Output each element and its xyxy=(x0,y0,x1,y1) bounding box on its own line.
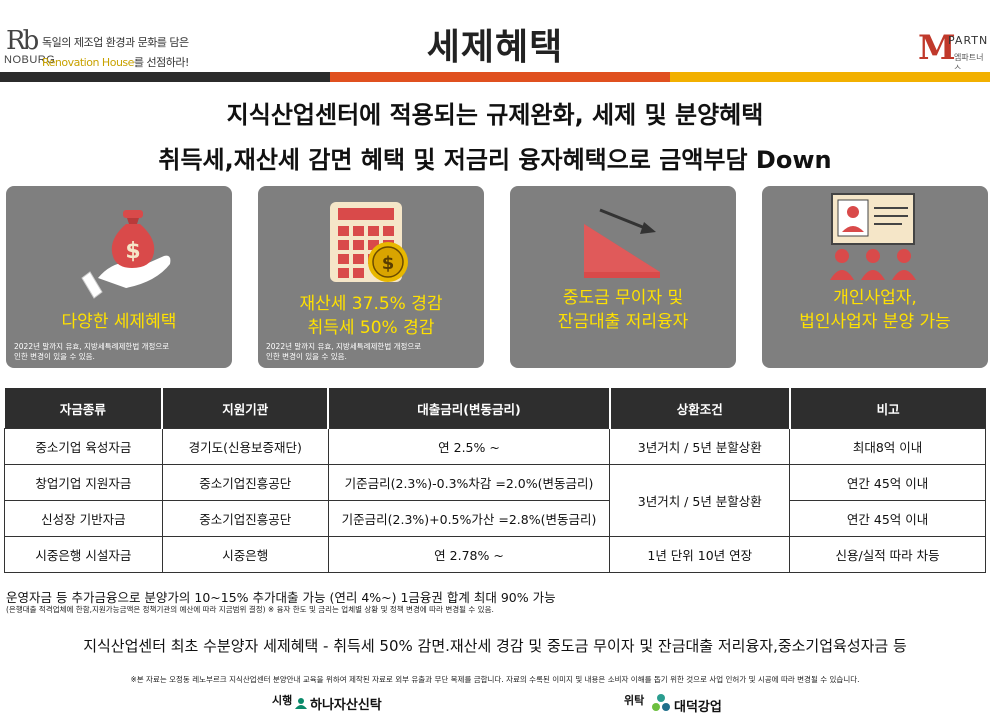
cell-agency: 중소기업진흥공단 xyxy=(161,500,329,537)
disclaimer: ※본 자료는 오정동 레노부르크 지식산업센터 분양안내 교육을 위하여 제작된… xyxy=(130,675,860,684)
card-3-title: 중도금 무이자 및 잔금대출 저리융자 xyxy=(510,286,736,334)
table-row: 시중은행 시설자금 시중은행 연 2.78% ~ 1년 단위 10년 연장 신용… xyxy=(4,536,986,573)
card-4-title-line-2: 법인사업자 분양 가능 xyxy=(799,312,951,332)
color-bar-dark xyxy=(0,72,330,82)
tagline-1: 독일의 제조업 환경과 문화를 담은 xyxy=(42,36,189,49)
presentation-audience-icon xyxy=(830,193,916,280)
cell-fund-type: 시중은행 시설자금 xyxy=(4,536,163,573)
m-partners-logo: M PARTN 엠파트너스 xyxy=(916,30,990,70)
tagline-brand: Renovation House xyxy=(42,56,134,69)
card-2-note-line-1: 2022년 말까지 유효, 지방세특례제한법 개정으로 xyxy=(266,342,422,351)
cell-fund-type: 창업기업 지원자금 xyxy=(4,464,163,501)
table-row: 중소기업 육성자금 경기도(신용보증재단) 연 2.5% ~ 3년거치 / 5년… xyxy=(4,428,986,465)
card-2-title-line-1: 재산세 37.5% 경감 xyxy=(299,294,443,314)
headline-line-1: 지식산업센터에 적용되는 규제완화, 세제 및 분양혜택 xyxy=(226,101,764,129)
footnote-1: 운영자금 등 추가금융으로 분양가의 10~15% 추가대출 가능 (연리 4%… xyxy=(6,590,556,605)
declining-chart-icon xyxy=(584,208,660,278)
logo-left-mark: Rb xyxy=(6,26,39,56)
benefit-card-property-tax: $ 재산세 37.5% 경감 취득세 50% 경감 2022년 말까지 유효, … xyxy=(258,186,484,368)
cell-rate: 기준금리(2.3%)-0.3%차감 =2.0%(변동금리) xyxy=(327,464,611,501)
logo-right-sub: 엠파트너스 xyxy=(954,53,984,70)
cell-repayment: 3년거치 / 5년 분할상환 xyxy=(609,428,791,465)
cell-fund-type: 중소기업 육성자금 xyxy=(4,428,163,465)
cell-rate: 기준금리(2.3%)+0.5%가산 =2.8%(변동금리) xyxy=(327,500,611,537)
header-note: 비고 xyxy=(789,388,986,429)
logo-right-name: PARTN xyxy=(948,34,989,47)
cell-fund-type: 신성장 기반자금 xyxy=(4,500,163,537)
footnote-2: (은행대출 적격업체에 한함,지원가능금액은 정책기관의 예산에 따라 지금범위… xyxy=(6,605,494,614)
header-agency: 지원기관 xyxy=(162,388,330,429)
cell-repayment: 3년거치 / 5년 분할상환 xyxy=(609,464,791,537)
cell-agency: 시중은행 xyxy=(161,536,329,573)
cell-note: 연간 45억 이내 xyxy=(789,464,986,501)
loan-table: 자금종류 지원기관 대출금리(변동금리) 상환조건 비고 중소기업 육성자금 경… xyxy=(4,388,986,573)
consign-label: 위탁 xyxy=(624,694,645,707)
cell-repayment: 1년 단위 10년 연장 xyxy=(609,536,791,573)
benefit-card-interest: 중도금 무이자 및 잔금대출 저리융자 xyxy=(510,186,736,368)
svg-text:$: $ xyxy=(125,239,140,264)
logo-left-name: NOBURG xyxy=(4,54,56,66)
cell-rate: 연 2.78% ~ xyxy=(327,536,611,573)
card-2-title-line-2: 취득세 50% 경감 xyxy=(307,318,435,338)
svg-text:$: $ xyxy=(382,253,395,274)
card-2-note: 2022년 말까지 유효, 지방세특례제한법 개정으로 인한 변경이 있을 수 … xyxy=(266,342,421,362)
daedeok-logo-icon xyxy=(652,694,670,711)
cell-note: 신용/실적 따라 차등 xyxy=(789,536,986,573)
card-1-note-line-2: 인한 변경이 있을 수 있음. xyxy=(14,352,95,361)
page-header: Rb NOBURG 독일의 제조업 환경과 문화를 담은 Renovation … xyxy=(0,0,990,72)
developer-name: 하나자산신탁 xyxy=(310,698,382,713)
cell-rate: 연 2.5% ~ xyxy=(327,428,611,465)
tagline-2: Renovation House를 선점하라! xyxy=(42,54,189,70)
cell-agency: 중소기업진흥공단 xyxy=(161,464,329,501)
header-rate: 대출금리(변동금리) xyxy=(328,388,611,429)
card-4-title-line-1: 개인사업자, xyxy=(833,288,917,308)
hana-logo-icon xyxy=(295,698,307,709)
card-2-note-line-2: 인한 변경이 있을 수 있음. xyxy=(266,352,347,361)
tagline-rest: 를 선점하라! xyxy=(133,56,190,69)
benefit-card-business: 개인사업자, 법인사업자 분양 가능 xyxy=(762,186,988,368)
color-bar-yellow xyxy=(670,72,990,82)
header-repayment: 상환조건 xyxy=(609,388,791,429)
cell-note: 연간 45억 이내 xyxy=(789,500,986,537)
consign-name: 대덕강업 xyxy=(674,700,722,715)
benefit-card-tax: $ 다양한 세제혜택 2022년 말까지 유효, 지방세특례제한법 개정으로 인… xyxy=(6,186,232,368)
cell-note: 최대8억 이내 xyxy=(789,428,986,465)
logo-right-mark: M xyxy=(918,30,956,68)
summary-text: 지식산업센터 최초 수분양자 세제혜택 - 취득세 50% 감면.재산세 경감 … xyxy=(83,637,907,655)
card-3-title-line-1: 중도금 무이자 및 xyxy=(562,288,684,308)
cell-agency: 경기도(신용보증재단) xyxy=(161,428,329,465)
headline-line-2: 취득세,재산세 감면 혜택 및 저금리 융자혜택으로 금액부담 Down xyxy=(158,146,832,174)
color-bar-orange xyxy=(330,72,670,82)
table-row: 신성장 기반자금 중소기업진흥공단 기준금리(2.3%)+0.5%가산 =2.8… xyxy=(4,500,986,537)
developer-label: 시행 xyxy=(272,694,293,707)
table-row: 창업기업 지원자금 중소기업진흥공단 기준금리(2.3%)-0.3%차감 =2.… xyxy=(4,464,986,537)
page-title: 세제혜택 xyxy=(426,27,564,68)
header-fund-type: 자금종류 xyxy=(4,388,164,429)
calculator-coin-icon: $ xyxy=(330,202,408,282)
card-2-title: 재산세 37.5% 경감 취득세 50% 경감 xyxy=(258,292,484,340)
card-3-title-line-2: 잔금대출 저리융자 xyxy=(557,312,689,332)
card-1-note: 2022년 말까지 유효, 지방세특례제한법 개정으로 인한 변경이 있을 수 … xyxy=(14,342,169,362)
money-bag-hand-icon: $ xyxy=(81,210,171,299)
card-1-title: 다양한 세제혜택 xyxy=(61,312,177,332)
table-header-row: 자금종류 지원기관 대출금리(변동금리) 상환조건 비고 xyxy=(4,388,986,429)
card-1-note-line-1: 2022년 말까지 유효, 지방세특례제한법 개정으로 xyxy=(14,342,170,351)
card-4-title: 개인사업자, 법인사업자 분양 가능 xyxy=(762,286,988,334)
